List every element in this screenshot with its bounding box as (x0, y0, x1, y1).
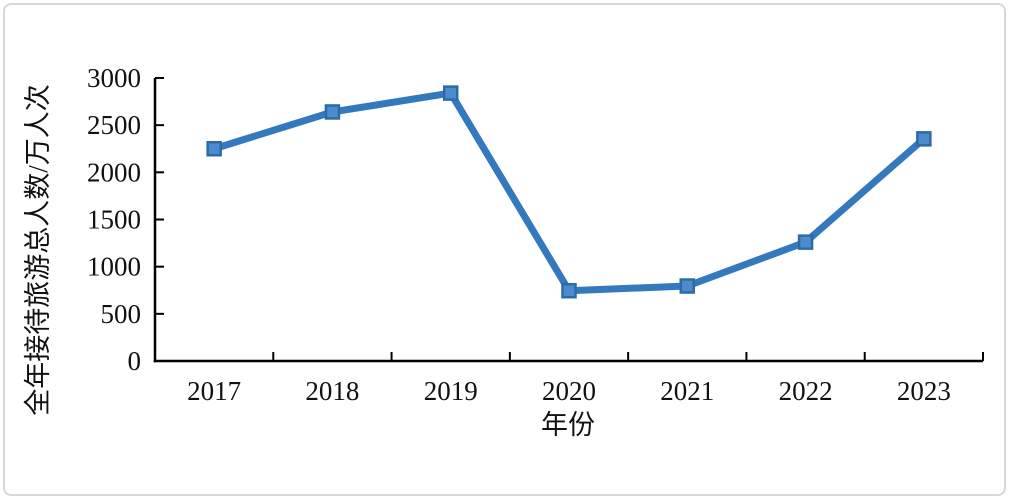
y-tick-label: 1500 (87, 205, 141, 235)
y-axis-title: 全年接待旅游总人数/万人次 (23, 84, 53, 416)
data-point-marker (206, 141, 222, 157)
data-point-marker (561, 282, 577, 299)
data-point-marker (442, 85, 459, 101)
data-point-marker (916, 131, 932, 147)
y-tick-label: 500 (101, 299, 142, 329)
x-axis-title: 年份 (541, 410, 595, 440)
y-tick-label: 1000 (87, 252, 141, 282)
ticks-layer (154, 77, 984, 362)
data-point-marker (797, 234, 814, 250)
x-tick-label: 2020 (542, 376, 596, 406)
y-tick-label: 3000 (87, 63, 141, 93)
x-tick-label: 2022 (779, 376, 833, 406)
x-tick-label: 2021 (660, 376, 714, 406)
x-tick-label: 2018 (305, 376, 359, 406)
labels-layer: 0 500 1000 1500 2000 2500 3000 2017 2018 2019 2020… (87, 63, 951, 406)
series-layer (206, 85, 932, 299)
x-tick-label: 2023 (897, 376, 951, 406)
data-point-marker (324, 104, 341, 120)
y-tick-label: 2000 (87, 157, 141, 187)
series-polyline (210, 89, 928, 295)
y-tick-label: 2500 (87, 110, 141, 140)
axes-layer (153, 78, 983, 363)
chart-frame (3, 3, 1006, 496)
y-tick-label: 0 (128, 346, 142, 376)
data-point-marker (679, 278, 696, 294)
x-tick-label: 2017 (187, 376, 241, 406)
x-tick-label: 2019 (424, 376, 478, 406)
